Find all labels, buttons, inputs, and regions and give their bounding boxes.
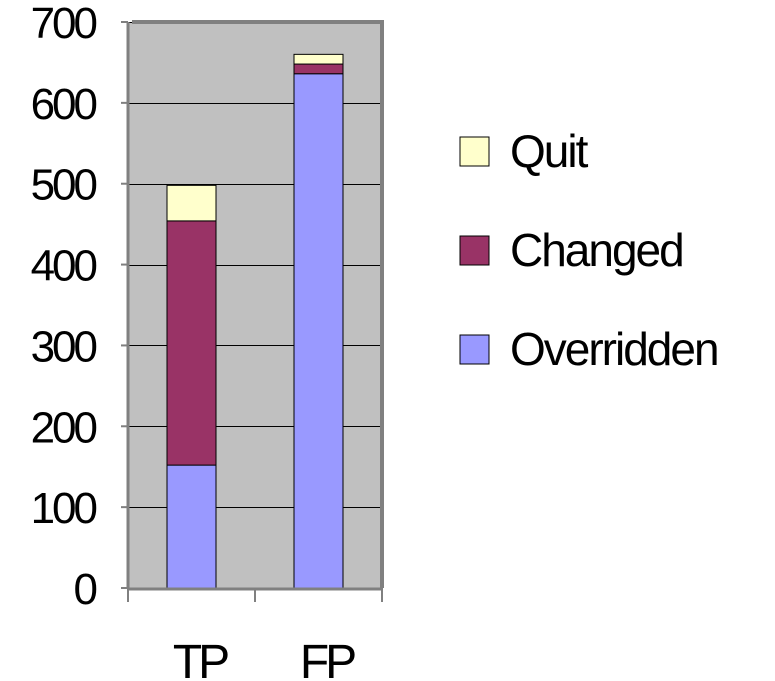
y-tick-label-300: 300 — [31, 322, 97, 371]
y-tick-label-400: 400 — [31, 242, 97, 291]
y-tick-label-0: 0 — [74, 565, 97, 614]
bar-tp-overridden — [166, 464, 217, 589]
bar-fp-quit — [293, 53, 344, 65]
legend-swatch-quit — [459, 136, 490, 167]
plot-area — [128, 22, 382, 588]
legend-swatch-overridden — [459, 334, 490, 365]
y-tick-label-200: 200 — [31, 403, 97, 452]
y-tick-label-700: 700 — [31, 0, 97, 48]
legend-label-overridden: Overridden — [510, 323, 718, 375]
x-tick-label-fp: FP — [300, 636, 355, 681]
plot-border — [132, 20, 384, 588]
bar-fp-changed — [293, 63, 344, 75]
x-tick-label-tp: TP — [173, 636, 228, 681]
y-tick-label-600: 600 — [31, 80, 97, 129]
legend-label-quit: Quit — [510, 125, 589, 177]
y-tick-label-100: 100 — [31, 484, 97, 533]
bar-tp-changed — [166, 220, 217, 466]
legend-swatch-changed — [459, 235, 490, 266]
legend: Quit Changed Overridden — [459, 125, 720, 375]
bar-fp-overridden — [293, 73, 344, 589]
y-tick-label-500: 500 — [31, 161, 97, 210]
bars — [166, 53, 344, 589]
legend-label-changed: Changed — [510, 224, 683, 276]
x-axis: TP FP — [127, 588, 383, 681]
y-axis: 0 100 200 300 400 500 600 700 — [31, 0, 128, 614]
bar-tp-quit — [166, 184, 217, 222]
